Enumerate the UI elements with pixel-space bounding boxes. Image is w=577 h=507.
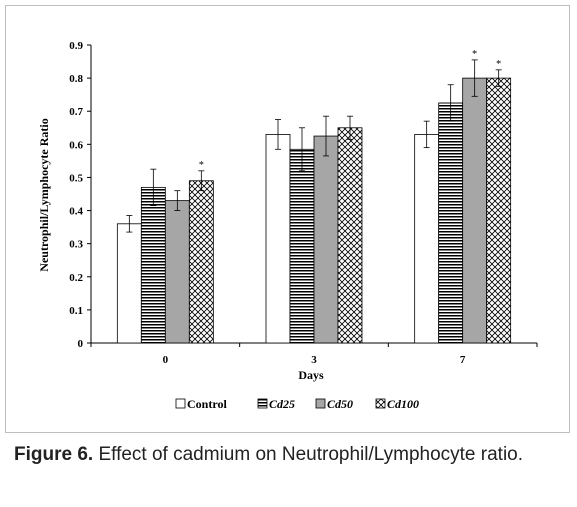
- y-tick-label: 0.5: [69, 172, 83, 184]
- y-axis-label: Neutrophil/Lymphocyte Ratio: [37, 118, 51, 271]
- y-tick-label: 0.9: [69, 40, 83, 52]
- bar: [337, 127, 363, 344]
- axis-labels: Neutrophil/Lymphocyte Ratio Days: [37, 118, 324, 382]
- significance-marker: *: [199, 160, 204, 171]
- bar: [140, 186, 166, 344]
- bar: [414, 133, 440, 344]
- bar: [289, 148, 315, 344]
- legend-swatch: [315, 398, 326, 409]
- y-tick-label: 0.8: [69, 73, 83, 85]
- significance-marker: *: [496, 59, 501, 70]
- bar: [462, 77, 488, 344]
- y-tick-label: 0.2: [69, 272, 83, 284]
- bar: [265, 133, 291, 344]
- bar: [116, 223, 142, 344]
- y-tick-label: 0.1: [69, 305, 83, 317]
- significance-marker: *: [472, 49, 477, 60]
- legend-label: Cd25: [269, 397, 295, 411]
- chart-frame: 0 0.1 0.2 0.3 0.4 0.5 0.6 0.7 0.8 0.9 0 3 7 * * * Neut…: [5, 5, 570, 433]
- x-tick-label: 7: [460, 354, 466, 366]
- legend-swatch: [257, 398, 268, 409]
- figure-caption-text: Effect of cadmium on Neutrophil/Lymphocy…: [93, 444, 524, 465]
- y-tick-label: 0.3: [69, 239, 83, 251]
- x-axis-label: Days: [298, 368, 324, 382]
- x-tick-label: 3: [311, 354, 317, 366]
- x-tick-label: 0: [163, 354, 169, 366]
- bar: [438, 102, 464, 344]
- bar-chart: 0 0.1 0.2 0.3 0.4 0.5 0.6 0.7 0.8 0.9 0 3 7 * * * Neut…: [37, 40, 538, 411]
- figure-caption: Figure 6. Effect of cadmium on Neutrophi…: [14, 444, 569, 466]
- y-tick-label: 0.4: [69, 206, 83, 218]
- y-tick-label: 0.6: [69, 139, 83, 151]
- axes: 0 0.1 0.2 0.3 0.4 0.5 0.6 0.7 0.8 0.9 0 3 7: [69, 40, 538, 366]
- y-tick-label: 0: [78, 338, 84, 350]
- bars: * * *: [116, 49, 512, 344]
- legend-swatch: [175, 398, 186, 409]
- legend-swatch: [375, 398, 386, 409]
- bar: [313, 135, 339, 344]
- y-tick-label: 0.7: [69, 106, 83, 118]
- bar: [486, 77, 512, 344]
- bar: [188, 180, 214, 344]
- legend-label: Control: [187, 397, 227, 411]
- legend: Control Cd25 Cd50 Cd100: [175, 397, 419, 411]
- legend-label: Cd100: [387, 397, 419, 411]
- legend-label: Cd50: [327, 397, 353, 411]
- bar: [164, 200, 190, 344]
- figure-caption-label: Figure 6.: [14, 444, 94, 465]
